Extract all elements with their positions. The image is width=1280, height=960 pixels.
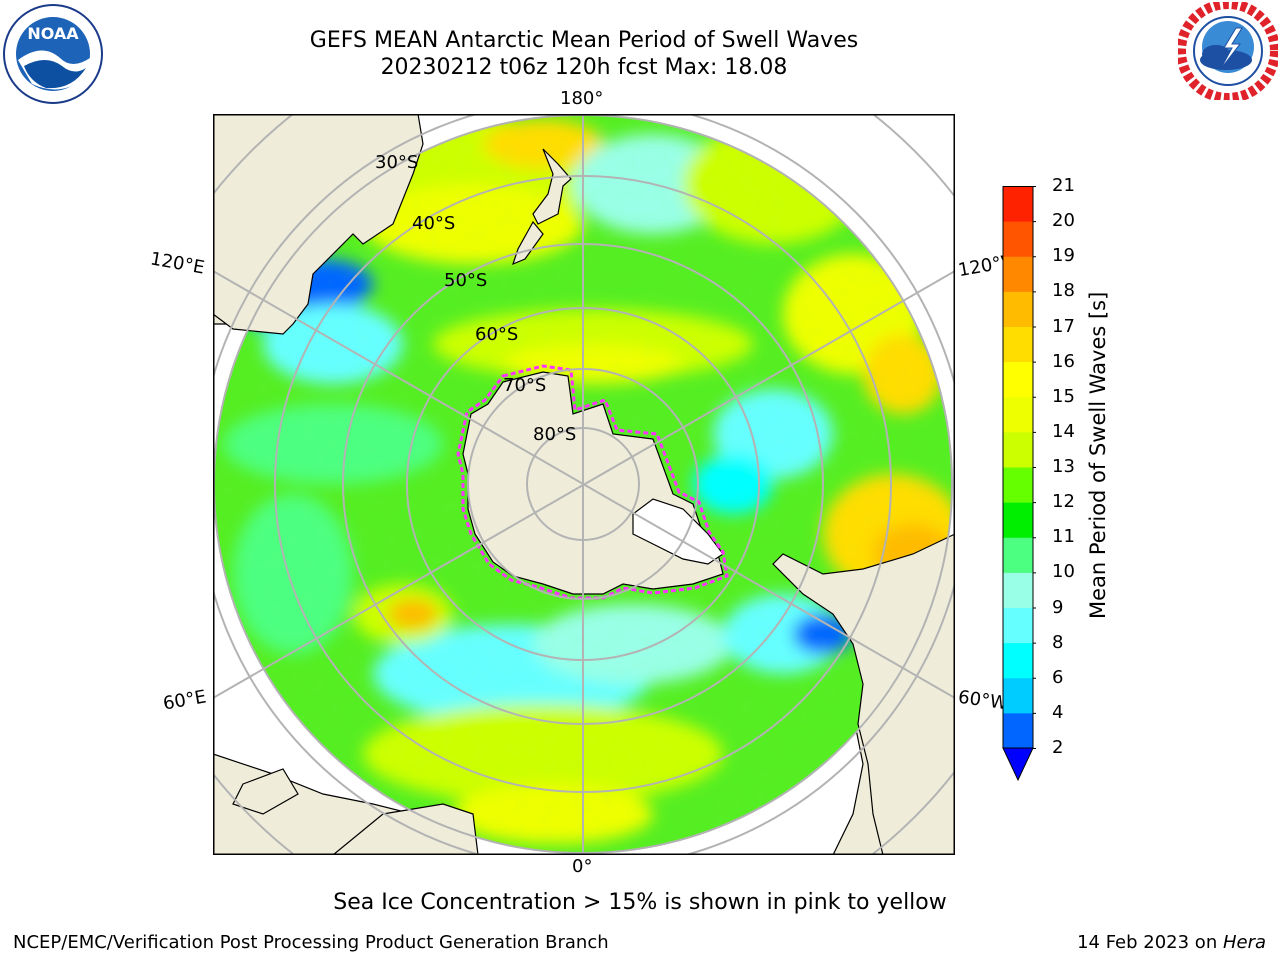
colorbar-band — [1003, 291, 1033, 327]
colorbar-band — [1003, 502, 1033, 538]
colorbar-tick-label: 15 — [1052, 385, 1075, 407]
lat-label-60s: 60°S — [475, 324, 519, 345]
footer-date: 14 Feb 2023 on Hera — [1077, 932, 1266, 953]
colorbar-band — [1003, 431, 1033, 468]
noaa-logo-text: NOAA — [27, 24, 79, 43]
colorbar-tick-label: 21 — [1052, 175, 1075, 196]
colorbar-tick-label: 20 — [1052, 210, 1075, 232]
footer-date-text: 14 Feb 2023 on — [1077, 932, 1223, 953]
colorbar-band — [1003, 607, 1033, 644]
colorbar-tick-label: 16 — [1052, 350, 1075, 372]
map-title: GEFS MEAN Antarctic Mean Period of Swell… — [309, 28, 859, 53]
colorbar-band — [1003, 396, 1033, 433]
map-frame — [213, 114, 955, 855]
colorbar-label: Mean Period of Swell Waves [s] — [1086, 291, 1110, 619]
colorbar-tick-label: 17 — [1052, 315, 1075, 337]
colorbar-band — [1003, 677, 1033, 714]
south-america — [772, 533, 956, 856]
lon-label-120e: 120°E — [148, 248, 207, 279]
colorbar-band — [1003, 467, 1033, 503]
colorbar-tick-label: 19 — [1052, 245, 1075, 267]
lat-label-50s: 50°S — [444, 270, 488, 291]
lat-label-70s: 70°S — [503, 375, 547, 396]
colorbar-band — [1003, 572, 1033, 608]
colorbar-band — [1003, 361, 1033, 398]
colorbar-tick-label: 13 — [1052, 456, 1075, 477]
footer-credit: NCEP/EMC/Verification Post Processing Pr… — [13, 932, 609, 953]
lat-label-40s: 40°S — [412, 213, 456, 234]
colorbar-tick-label: 18 — [1052, 280, 1075, 302]
colorbar-band — [1003, 326, 1033, 363]
lon-label-60e: 60°E — [161, 686, 208, 715]
colorbar-band — [1003, 221, 1033, 257]
map-panel — [112, 13, 1054, 955]
colorbar-tick-label: 11 — [1052, 526, 1075, 548]
noaa-logo: NOAA — [3, 4, 103, 104]
ice-caption: Sea Ice Concentration > 15% is shown in … — [333, 890, 947, 915]
colorbar-band — [1003, 186, 1033, 222]
colorbar-tick-label: 8 — [1052, 631, 1064, 653]
colorbar-band — [1003, 256, 1033, 292]
colorbar — [1002, 186, 1036, 782]
land — [212, 113, 956, 856]
sea-ice-edge — [456, 364, 729, 600]
colorbar-tick-label: 6 — [1052, 666, 1064, 688]
colorbar-band — [1003, 642, 1033, 679]
map-canvas — [112, 13, 1054, 955]
colorbar-ticks: 21 20 19 18 17 16 15 14 13 12 11 10 9 8 6 4 2 — [1040, 175, 1080, 784]
new-zealand — [532, 148, 572, 225]
map-subtitle: 20230212 t06z 120h fcst Max: 18.08 — [380, 55, 788, 80]
colorbar-tick-label: 14 — [1052, 420, 1075, 442]
colorbar-band — [1003, 712, 1033, 749]
footer-host: Hera — [1222, 932, 1266, 953]
nws-logo — [1178, 2, 1278, 100]
colorbar-tick-label: 9 — [1052, 596, 1064, 618]
lon-label-0: 0° — [572, 856, 593, 877]
lat-label-80s: 80°S — [533, 424, 577, 445]
colorbar-band — [1003, 537, 1033, 573]
lat-label-30s: 30°S — [375, 152, 419, 173]
colorbar-tick-label: 12 — [1052, 491, 1075, 513]
australia — [212, 113, 424, 335]
colorbar-tick-label: 10 — [1052, 561, 1075, 583]
colorbar-under-triangle — [1002, 747, 1034, 782]
colorbar-tick-label: 4 — [1052, 701, 1064, 723]
lon-label-180: 180° — [560, 88, 604, 109]
colorbar-tick-label: 2 — [1052, 737, 1064, 758]
